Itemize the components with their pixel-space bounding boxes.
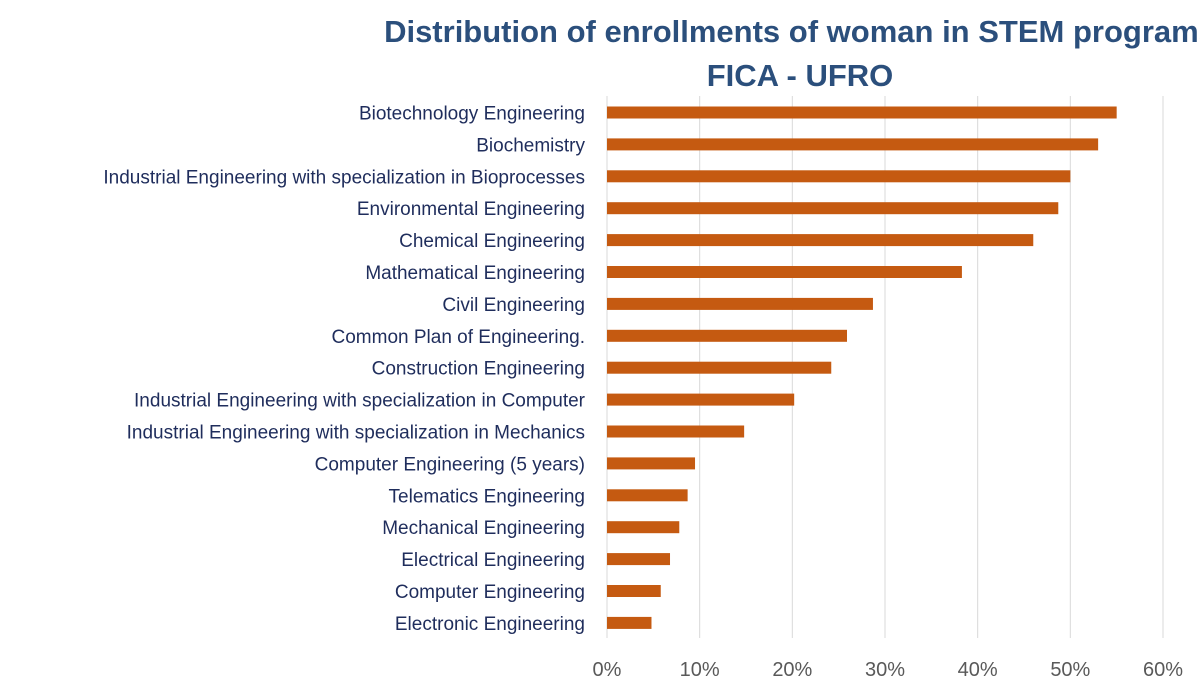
bar [607,521,680,534]
bar [607,297,873,310]
x-tick-label: 0% [593,659,622,681]
category-label: Common Plan of Engineering. [332,327,585,348]
category-label: Environmental Engineering [357,199,585,220]
bar [607,234,1034,247]
x-tick-label: 30% [865,659,905,681]
category-label: Biochemistry [476,135,585,156]
bar [607,393,795,406]
category-label: Electrical Engineering [401,550,585,571]
category-label: Construction Engineering [372,359,585,380]
x-tick-label: 40% [958,659,998,681]
chart-subtitle: FICA - UFRO [706,58,894,93]
bar [607,202,1059,215]
bar [607,170,1071,183]
category-label: Telematics Engineering [389,486,585,507]
bar [607,266,962,278]
bar [607,361,832,374]
bar [607,106,1117,119]
bar [607,553,671,566]
category-label: Electronic Engineering [395,614,585,635]
category-label: Chemical Engineering [399,231,585,252]
category-label: Industrial Engineering with specializati… [134,391,586,412]
category-label: Industrial Engineering with specializati… [103,167,585,188]
category-label: Mechanical Engineering [382,518,585,539]
bar [607,616,652,629]
category-label: Biotechnology Engineering [359,104,585,125]
x-tick-label: 20% [772,659,812,681]
bar [607,329,848,342]
bar [607,457,696,470]
category-label: Computer Engineering (5 years) [315,454,585,475]
x-tick-label: 10% [680,659,720,681]
category-label: Mathematical Engineering [365,263,585,284]
category-label: Civil Engineering [442,295,585,316]
x-tick-label: 50% [1050,659,1090,681]
x-tick-label: 60% [1143,659,1183,681]
chart-title: Distribution of enrollments of woman in … [384,14,1200,49]
bar [607,138,1099,151]
bar [607,585,661,597]
bar [607,489,688,502]
category-label: Industrial Engineering with specializati… [127,423,585,444]
bar [607,425,745,438]
category-label: Computer Engineering [395,582,585,603]
